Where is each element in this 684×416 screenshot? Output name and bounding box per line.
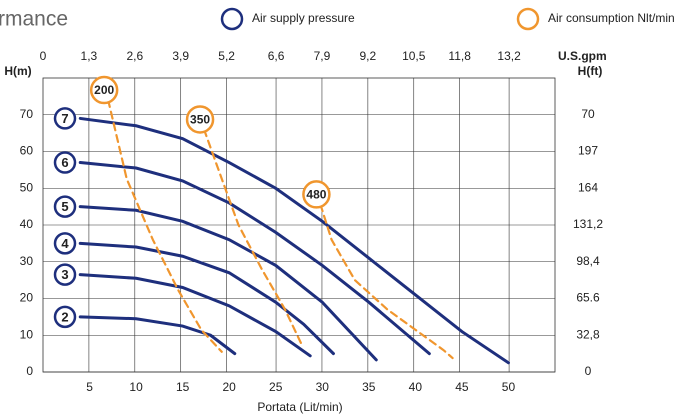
legend-marker [220,7,244,31]
series-line [78,205,378,362]
chart-title: rmance [0,8,68,31]
series-line [78,161,431,356]
legend-label: Air supply pressure [252,11,355,25]
y2-axis-label: H(ft) [578,64,603,78]
series-line [319,203,454,360]
x-tick-label: 50 [502,380,516,394]
y2-tick-label: 0 [585,364,592,378]
x2-axis-label: U.S.gpm [558,49,607,63]
x2-tick-label: 13,2 [497,49,521,63]
series-label: 4 [61,236,69,251]
x-tick-label: 45 [455,380,469,394]
y2-tick-label: 164 [578,180,598,194]
x-tick-label: 30 [316,380,330,394]
x-tick-label: 25 [269,380,283,394]
x-tick-label: 20 [223,380,237,394]
x2-tick-label: 10,5 [402,49,426,63]
x2-tick-label: 9,2 [360,49,377,63]
series-label: 200 [94,83,114,97]
series-label: 350 [190,113,210,127]
y-tick-label: 70 [20,107,34,121]
y-tick-label: 60 [20,144,34,158]
series-label-marker [53,232,77,255]
y2-tick-label: 65.6 [576,291,600,305]
x2-tick-label: 1,3 [81,49,98,63]
series-label: 5 [61,199,68,214]
x2-tick-label: 5,2 [218,49,235,63]
series-line [78,116,510,365]
x-tick-label: 40 [409,380,423,394]
series-label-marker [53,107,77,130]
x2-tick-label: 3,9 [172,49,189,63]
x-tick-label: 15 [176,380,190,394]
y-tick-label: 20 [20,291,34,305]
y2-tick-label: 70 [581,107,595,121]
y-tick-label: 50 [20,180,34,194]
y-axis-label: H(m) [4,64,31,78]
x-tick-label: 35 [362,380,376,394]
y-tick-label: 0 [26,364,33,378]
series-label-marker [53,151,77,174]
y2-tick-label: 32,8 [576,327,600,341]
y-tick-label: 10 [20,327,34,341]
x2-tick-label: 7,9 [314,49,331,63]
series-line [78,273,312,358]
series-label: 480 [306,188,326,202]
series-label-marker [53,195,77,218]
series-label: 2 [61,309,68,324]
series-line [107,98,223,353]
legend-label: Air consumption Nlt/min [548,11,675,25]
series-label: 3 [61,267,68,282]
x2-tick-label: 11,8 [448,49,471,63]
series-label: 6 [61,155,68,170]
series-label-marker [89,75,119,105]
y-tick-label: 30 [20,254,34,268]
series-label-marker [302,180,331,209]
x-axis-label: Portata (Lit/min) [257,400,342,414]
series-line [78,315,237,356]
series-line [202,128,303,346]
y-tick-label: 40 [20,217,34,231]
series-label-marker [185,105,215,134]
y2-tick-label: 98,4 [576,254,600,268]
series-line [78,241,335,356]
series-label-marker [53,305,77,329]
x-tick-label: 10 [129,380,143,394]
x2-tick-label: 6,6 [268,49,285,63]
series-label-marker [53,263,77,286]
series-label: 7 [61,111,68,126]
x-tick-label: 5 [86,380,93,394]
y2-tick-label: 131,2 [573,217,603,231]
x2-tick-label: 0 [40,49,47,63]
x2-tick-label: 2,6 [126,49,143,63]
y2-tick-label: 197 [578,143,598,157]
legend-marker [516,7,540,31]
